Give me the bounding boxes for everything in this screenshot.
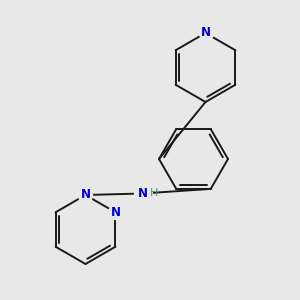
Text: N: N xyxy=(200,26,211,40)
Text: N: N xyxy=(80,188,91,202)
Text: H: H xyxy=(150,188,158,199)
Text: N: N xyxy=(137,187,148,200)
Text: N: N xyxy=(110,206,120,219)
